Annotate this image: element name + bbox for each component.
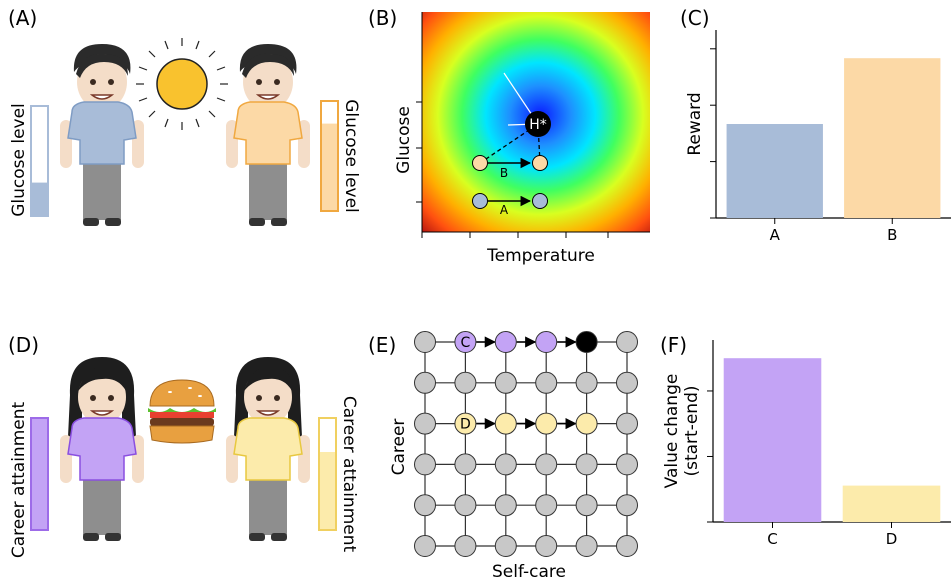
grid-node	[575, 535, 598, 557]
optimum-node	[525, 111, 551, 137]
grid-node	[616, 453, 638, 476]
grid-node	[414, 412, 436, 435]
panel-e: (E) CD Self-care Career	[368, 331, 638, 582]
grid-node	[494, 371, 517, 394]
y-axis-label: Value change(start-end)	[662, 374, 702, 489]
node-d-label: D	[460, 417, 471, 433]
grid-node	[454, 371, 477, 394]
panel-b: (B) Temperature Glucose B	[368, 6, 650, 266]
grid-node	[575, 453, 598, 476]
glucose-bar-left-label: Glucose level	[9, 103, 29, 217]
grid-node	[535, 453, 558, 476]
node-d	[454, 412, 477, 435]
x-tick-label: C	[767, 530, 777, 548]
grid-node	[414, 453, 436, 476]
career-bar-left-fill	[32, 419, 47, 529]
path-b-start-node	[472, 155, 488, 171]
grid-node	[454, 535, 477, 557]
person-icon	[225, 356, 311, 542]
grid-node	[414, 494, 436, 517]
glucose-bar-right-label: Glucose level	[341, 99, 361, 213]
y-axis-label: Glucose	[394, 106, 414, 174]
panel-c-label: (C)	[680, 6, 710, 30]
person-icon	[225, 43, 311, 227]
x-tick-label: B	[887, 226, 897, 244]
y-axis-label: Reward	[685, 92, 705, 155]
panel-d: (D) Career attainment Career attainment	[8, 333, 359, 558]
grid-node	[616, 371, 638, 394]
grid-node	[575, 371, 598, 394]
panel-e-label: (E)	[368, 333, 396, 357]
grid-node	[616, 494, 638, 517]
purple-path-node	[494, 331, 517, 353]
path-b-end-node	[532, 155, 548, 171]
bar-a	[726, 124, 823, 218]
panel-d-label: (D)	[8, 333, 39, 357]
yellow-path-node	[535, 412, 558, 435]
panel-b-label: (B)	[368, 6, 397, 30]
grid-node	[494, 453, 517, 476]
value-change-chart: C D Value change(start-end)	[662, 340, 951, 548]
grid-node	[494, 494, 517, 517]
person-icon	[59, 43, 145, 227]
x-axis-label: Temperature	[486, 246, 595, 266]
bar-d	[842, 485, 941, 522]
grid-node	[454, 494, 477, 517]
sun-icon	[136, 38, 228, 130]
grid-node	[535, 371, 558, 394]
panel-a: (A) Glucose level	[8, 6, 361, 227]
optimum-label: H*	[529, 117, 547, 133]
x-tick-label: A	[770, 226, 781, 244]
path-a-end-node	[532, 193, 548, 209]
x-axis-label: Self-care	[492, 562, 566, 582]
grid-node	[616, 331, 638, 353]
bar-b	[844, 58, 941, 219]
x-tick-label: D	[886, 530, 898, 548]
grid-node	[575, 494, 598, 517]
node-c-label: C	[461, 335, 471, 351]
yellow-path-node	[575, 412, 598, 435]
grid-graph: CD	[414, 331, 638, 557]
grid-node	[494, 535, 517, 557]
glucose-bar-right-fill	[322, 123, 337, 210]
panel-f-label: (F)	[660, 333, 687, 357]
grid-node	[414, 331, 436, 353]
y-axis-label: Career	[389, 419, 409, 476]
grid-node	[616, 412, 638, 435]
career-bar-right-label: Career attainment	[339, 396, 359, 553]
grid-node	[616, 535, 638, 557]
grid-node	[454, 453, 477, 476]
panel-a-label: (A)	[8, 6, 37, 30]
grid-node	[414, 535, 436, 557]
panel-f: (F) C D Value change(start-end)	[660, 333, 951, 548]
burger-icon	[148, 379, 216, 444]
path-a-label: A	[500, 203, 509, 217]
grid-node	[535, 535, 558, 557]
person-icon	[59, 356, 145, 542]
goal-node	[575, 331, 598, 353]
grid-node	[414, 371, 436, 394]
path-b-label: B	[500, 166, 508, 180]
purple-path-node	[535, 331, 558, 353]
reward-chart: A B Reward	[685, 30, 951, 244]
glucose-bar-left-fill	[32, 182, 47, 215]
career-bar-left-label: Career attainment	[9, 402, 29, 559]
grid-node	[535, 494, 558, 517]
career-bar-right-fill	[320, 452, 335, 529]
yellow-path-node	[494, 412, 517, 435]
panel-c: (C) A B Reward	[680, 6, 951, 244]
bar-c	[723, 358, 822, 522]
node-c	[454, 331, 477, 353]
path-a-start-node	[472, 193, 488, 209]
